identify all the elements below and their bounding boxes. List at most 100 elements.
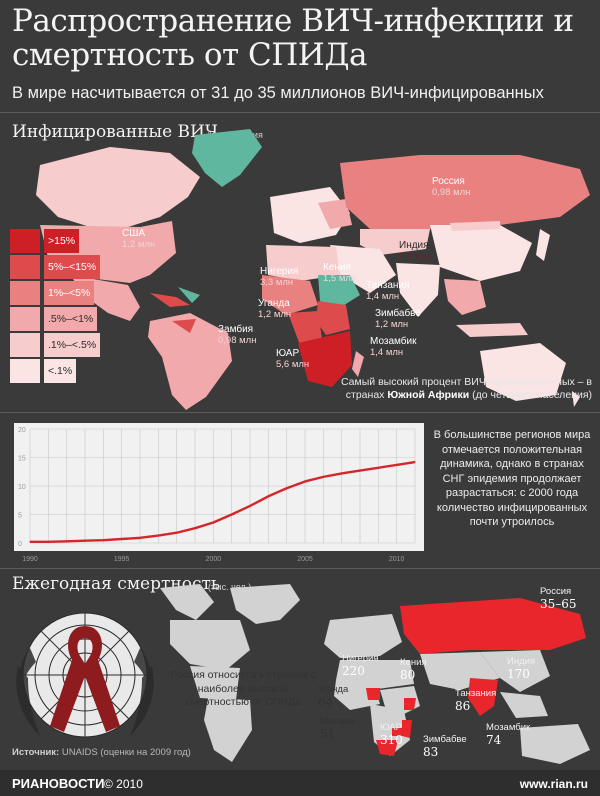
- legend-swatch: [10, 306, 40, 331]
- chart-y-tick-label: 10: [18, 484, 26, 491]
- deaths-uganda: Уганда 64: [318, 684, 349, 709]
- chart-point: [66, 540, 68, 542]
- chart-point: [341, 472, 343, 475]
- legend-item: >15%: [10, 228, 96, 253]
- chart-point: [286, 487, 288, 489]
- map-se-asia: [444, 279, 486, 315]
- chart-x-tick-label: 2000: [206, 556, 222, 563]
- south-africa-note: Самый высокий процент ВИЧ-инфицированных…: [340, 376, 592, 401]
- deaths-sar: ЮАР 310: [380, 722, 403, 747]
- map-brazil-nodata: [178, 287, 200, 303]
- chart-point: [47, 541, 49, 543]
- infected-trend-chart: 0 5 10 15 20 1990 1995 2000 2005 2010: [14, 423, 424, 563]
- label-russia: Россия 0,98 млн: [432, 176, 471, 198]
- infection-world-map: [36, 129, 590, 410]
- label-zimbabwe: Зимбабве 1,2 млн: [375, 308, 421, 330]
- chart-point: [322, 476, 324, 478]
- map-indonesia: [456, 323, 528, 337]
- chart-point: [249, 505, 251, 507]
- label-mozambique: Мозамбик 1,4 млн: [370, 336, 417, 358]
- chart-point: [84, 540, 86, 542]
- chart-y-tick-label: 5: [18, 513, 22, 520]
- deaths-mozambique: Мозамбик 74: [486, 722, 531, 747]
- site-link[interactable]: www.rian.ru: [519, 777, 588, 791]
- copyright: © 2010: [104, 777, 143, 791]
- legend-label: >15%: [44, 228, 80, 253]
- chart-point: [267, 495, 269, 497]
- chart-point: [102, 539, 104, 541]
- chart-x-tick-label: 1990: [22, 556, 38, 563]
- divider: [0, 568, 600, 569]
- chart-y-tick-label: 15: [18, 456, 26, 463]
- legend-swatch: [10, 280, 40, 305]
- deaths-tanzania: Танзания 86: [455, 688, 497, 713]
- chart-point: [121, 538, 123, 540]
- un-aids-ribbon-icon: [16, 612, 154, 738]
- chart-point: [29, 541, 31, 543]
- deaths-india: Индия 170: [507, 656, 536, 681]
- deaths-zimbabwe: Зимбабве 83: [423, 734, 467, 759]
- chart-point: [359, 470, 361, 472]
- map2-mozambique: [402, 720, 412, 738]
- chart-plot-area: [14, 423, 424, 551]
- deaths-malawi: Малави 51: [320, 716, 355, 741]
- map-southern-africa: [298, 331, 352, 387]
- label-uganda: Уганда 1,2 млн: [258, 298, 292, 320]
- legend-label: 5%–<15%: [44, 254, 101, 279]
- map-greenland: [192, 129, 262, 187]
- map-madagascar: [352, 351, 364, 377]
- legend-label: 1%–<5%: [44, 280, 95, 305]
- label-sar: ЮАР 5,6 млн: [276, 348, 310, 370]
- chart-x-tick-label: 2005: [297, 556, 313, 563]
- label-zambia: Замбия 0,98 млн: [218, 324, 257, 346]
- page-subtitle: В мире насчитывается от 31 до 35 миллион…: [12, 84, 544, 102]
- chart-point: [176, 532, 178, 534]
- section-infected-title: Инфицированные ВИЧ: [12, 122, 218, 142]
- chart-point: [377, 467, 379, 469]
- trend-note: В большинстве регионов мира отмечается п…: [433, 429, 591, 528]
- map-europe-east: [318, 199, 352, 229]
- chart-series-line: [30, 460, 416, 544]
- deaths-nigeria: Нигерия 220: [342, 653, 379, 678]
- map-central-asia: [360, 229, 430, 255]
- chart-point: [304, 480, 306, 483]
- map-canada: [36, 147, 200, 227]
- ria-novosti-logo: РИАНОВОСТИ: [12, 776, 105, 791]
- map-north-africa: [266, 245, 340, 281]
- page-title: Распространение ВИЧ-инфекции и смертност…: [12, 3, 574, 73]
- map-middle-east: [330, 245, 396, 293]
- map-china: [430, 225, 532, 281]
- map-india: [396, 263, 440, 317]
- chart-point: [157, 534, 159, 537]
- map-russia: [340, 155, 590, 229]
- map2-nigeria: [366, 688, 380, 700]
- map-caribbean: [150, 293, 190, 307]
- legend-label: .5%–<1%: [44, 306, 98, 331]
- section-deaths-unit: (тыс. чел.): [208, 582, 252, 592]
- legend-item: .1%–<.5%: [10, 332, 101, 357]
- source-note: Источник: UNAIDS (оценки на 2009 год): [12, 747, 191, 758]
- label-india: Индия 2,4 млн: [399, 240, 433, 262]
- legend-swatch: [10, 254, 40, 279]
- map-south-america: [148, 313, 232, 410]
- chart-point: [212, 521, 214, 524]
- label-tanzania: Танзания 1,4 млн: [366, 280, 410, 302]
- label-nigeria: Нигерия 3,3 млн: [260, 266, 299, 288]
- chart-x-tick-label: 1995: [114, 556, 130, 563]
- chart-point: [414, 461, 416, 463]
- legend-swatch: [10, 228, 40, 253]
- chart-x-tick-label: 2010: [389, 556, 405, 563]
- deaths-russia: Россия 35–65: [540, 586, 577, 611]
- map2-kenya: [404, 698, 416, 710]
- map-legend: >15% 5%–<15% 1%–<5% .5%–<1% .1%–<.5% <.1%: [10, 228, 101, 384]
- label-usa: США 1,2 млн: [122, 228, 156, 250]
- chart-point: [194, 527, 196, 529]
- legend-item: <.1%: [10, 358, 96, 383]
- legend-label: .1%–<.5%: [44, 332, 101, 357]
- map-mongolia: [450, 221, 500, 231]
- label-kenya: Кения 1,5 млн: [323, 262, 357, 284]
- map-australia: [480, 343, 566, 401]
- footer: РИАНОВОСТИ © 2010 www.rian.ru: [0, 770, 600, 796]
- map-guyana: [172, 319, 196, 333]
- chart-point: [139, 537, 141, 539]
